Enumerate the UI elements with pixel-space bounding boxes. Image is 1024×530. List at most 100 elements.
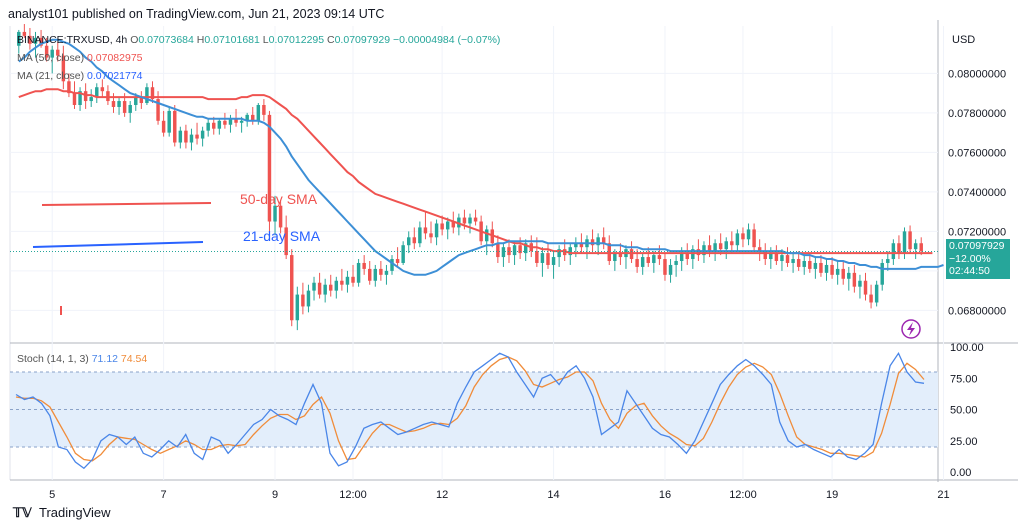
ma21-label: MA (21, close) [17, 70, 85, 82]
candle [290, 249, 294, 327]
candle-body [596, 237, 600, 246]
candle [445, 217, 450, 240]
candle-body [122, 101, 127, 113]
candle-body [317, 282, 322, 295]
candle [390, 255, 394, 275]
candle [640, 253, 645, 275]
candle [863, 272, 868, 301]
candle-body [796, 259, 801, 267]
candle-body [746, 229, 751, 240]
ohlc-value-c: 0.07097929 [334, 34, 391, 46]
stoch-tick-label: 75.00 [950, 373, 978, 385]
candle-body [329, 284, 333, 291]
candle [423, 211, 428, 240]
change-value: −0.00004984 (−0.07%) [393, 34, 501, 46]
candle [251, 106, 255, 125]
candle-body [847, 272, 851, 279]
bar-countdown: 02:44:50 [949, 265, 990, 277]
candle-body [640, 257, 645, 267]
candle-body [601, 237, 606, 244]
candle-body [267, 114, 272, 222]
candle-body [891, 243, 896, 260]
candle [434, 219, 439, 246]
candle-body [763, 251, 767, 260]
candle-body [212, 122, 216, 129]
last-price-badge: 0.07097929 −12.00% 02:44:50 [946, 239, 1010, 279]
candle-body [61, 55, 66, 82]
candle-body [44, 45, 49, 58]
time-tick-label: 19 [826, 489, 838, 501]
candle-body [618, 253, 623, 258]
candle [184, 124, 188, 149]
candle-body [262, 104, 266, 115]
candle [61, 45, 66, 90]
candle-body [752, 229, 756, 248]
ohlc-key-l: L [259, 34, 269, 46]
lightning-icon [901, 319, 921, 339]
ma50-legend: MA (50, close) 0.07082975 [17, 51, 143, 65]
candle [730, 231, 734, 254]
ohlc-value-h: 0.07101681 [204, 34, 260, 46]
ohlc-key-h: H [193, 34, 205, 46]
candle-body [674, 261, 678, 265]
candle [540, 247, 545, 277]
candle [484, 225, 489, 256]
candle [791, 253, 795, 273]
candle-body [89, 97, 93, 102]
candle [373, 264, 378, 287]
candle [551, 251, 556, 279]
candle [668, 259, 673, 283]
candle-body [791, 259, 795, 263]
candle-body [256, 104, 261, 121]
candle-body [518, 245, 522, 254]
candle-body [217, 120, 222, 129]
candle [735, 229, 740, 252]
candle [557, 245, 561, 267]
candle [212, 116, 216, 135]
candle-body [813, 262, 818, 269]
candle-body [668, 264, 673, 275]
stoch-tick-label: 0.00 [950, 467, 971, 479]
brand-name: TradingView [39, 505, 111, 520]
time-tick-label: 5 [49, 489, 55, 501]
candle-body [312, 282, 316, 291]
candle-body [189, 134, 194, 143]
candle-body [418, 227, 422, 244]
candle-body [39, 37, 43, 46]
candle [83, 83, 88, 109]
candle [312, 276, 316, 301]
candle-body [679, 253, 684, 262]
ohlc-legend: BINANCE:TRXUSD, 4h O0.07073684 H0.071016… [17, 33, 500, 47]
candle-body [451, 221, 456, 228]
tradingview-logo[interactable]: 𝕋𝕍 TradingView [13, 505, 111, 521]
candle-body [273, 205, 277, 222]
candle-body [557, 249, 561, 258]
candle [785, 247, 790, 267]
candle-body [50, 49, 54, 58]
sma21-marker-line [32, 241, 204, 248]
candle-body [401, 245, 405, 263]
candle [72, 81, 77, 109]
candle-body [535, 251, 539, 263]
candle-body [56, 49, 60, 56]
candle-body [652, 255, 656, 263]
candle-body [17, 31, 21, 46]
candle-body [769, 253, 773, 260]
candle [674, 255, 678, 277]
candle [106, 85, 110, 105]
ohlc-key-o: O [130, 34, 139, 46]
candle [395, 247, 400, 267]
candle [746, 223, 751, 246]
candle [195, 122, 199, 145]
candle [741, 227, 745, 248]
candle [139, 91, 144, 109]
candle [590, 229, 595, 252]
candle [886, 251, 890, 271]
price-tick-label: 0.06800000 [948, 305, 1006, 317]
candle [323, 278, 327, 303]
candle-body [568, 247, 572, 256]
candle-body [22, 31, 27, 36]
candle [429, 221, 433, 244]
stochastic-panel [10, 351, 938, 470]
